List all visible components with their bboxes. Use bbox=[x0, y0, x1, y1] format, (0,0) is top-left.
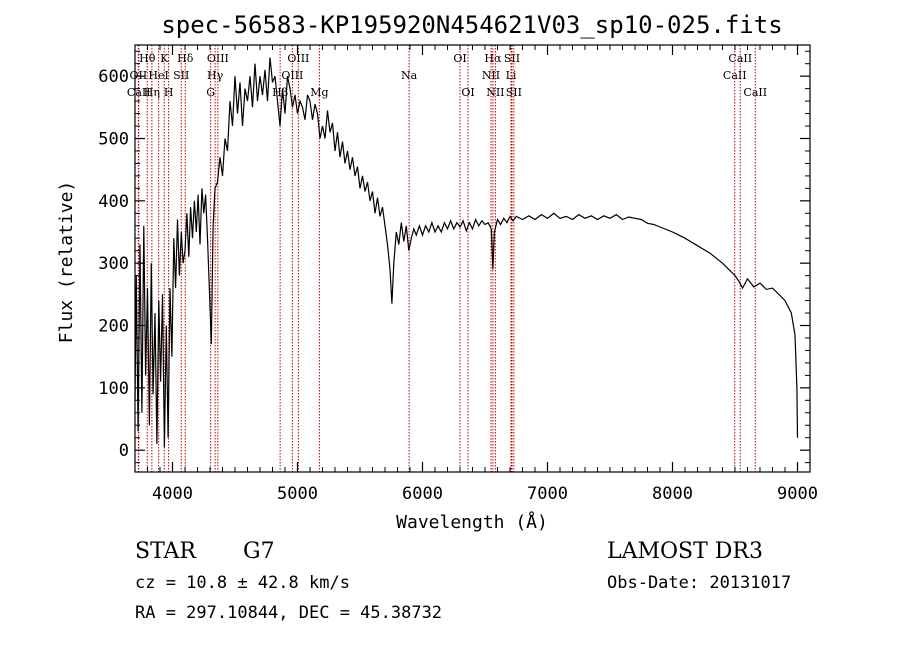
line-marker-label: OI bbox=[453, 52, 466, 65]
x-tick-label: 5000 bbox=[277, 484, 318, 504]
line-marker-label: OIII bbox=[207, 52, 229, 65]
redshift-velocity: cz = 10.8 ± 42.8 km/s bbox=[135, 573, 350, 593]
line-marker-label: K bbox=[160, 52, 169, 65]
line-marker-label: OIII bbox=[281, 69, 303, 82]
line-marker-label: Hγ bbox=[207, 69, 224, 82]
line-marker-label: G bbox=[206, 86, 215, 99]
line-marker-label: Mg bbox=[310, 86, 328, 99]
line-marker-label: CaII bbox=[723, 69, 747, 82]
line-marker-label: CaII bbox=[728, 52, 752, 65]
y-tick-label: 600 bbox=[98, 67, 129, 87]
line-marker-label: SII bbox=[504, 52, 520, 65]
line-marker-label: CaII bbox=[743, 86, 767, 99]
plot-frame bbox=[134, 44, 811, 473]
line-marker-label: OI bbox=[461, 86, 474, 99]
line-marker-label: NII bbox=[486, 86, 504, 99]
line-marker-label: Li bbox=[506, 69, 517, 82]
y-tick-label: 0 bbox=[119, 441, 129, 461]
x-tick-label: 6000 bbox=[402, 484, 443, 504]
axis-ticks: 4000 5000 6000 7000 8000 9000 0 100 200 300 400 500… bbox=[98, 45, 818, 504]
emission-line-markers: HθOIICaIIKHeIHηSIIHδHOIIIHγGOIIIOIIIHβMg… bbox=[127, 45, 767, 472]
object-subclass: G7 bbox=[243, 539, 275, 564]
line-marker-label: Na bbox=[401, 69, 418, 82]
line-marker-label: SII bbox=[173, 69, 189, 82]
line-marker-label: H bbox=[164, 86, 174, 99]
line-marker-label: HeI bbox=[148, 69, 168, 82]
line-marker-label: Hη bbox=[144, 86, 160, 99]
line-marker-label: SII bbox=[506, 86, 522, 99]
survey-name: LAMOST DR3 bbox=[607, 539, 763, 564]
line-marker-label: NII bbox=[482, 69, 500, 82]
y-axis-label: Flux (relative) bbox=[56, 181, 77, 344]
line-marker-label: CaII bbox=[127, 86, 151, 99]
y-tick-label: 100 bbox=[98, 379, 129, 399]
x-tick-label: 7000 bbox=[527, 484, 568, 504]
x-axis-label: Wavelength (Å) bbox=[396, 511, 548, 533]
line-marker-label: Hα bbox=[484, 52, 502, 65]
y-tick-label: 500 bbox=[98, 130, 129, 150]
y-tick-label: 300 bbox=[98, 254, 129, 274]
line-marker-label: Hθ bbox=[139, 52, 156, 65]
sky-coordinates: RA = 297.10844, DEC = 45.38732 bbox=[135, 603, 443, 623]
x-tick-label: 9000 bbox=[777, 484, 818, 504]
object-class: STAR bbox=[135, 539, 196, 564]
observation-date: Obs-Date: 20131017 bbox=[607, 573, 792, 593]
chart-title: spec-56583-KP195920N454621V03_sp10-025.f… bbox=[161, 11, 782, 39]
y-tick-label: 200 bbox=[98, 317, 129, 337]
y-tick-label: 400 bbox=[98, 192, 129, 212]
spectrum-line bbox=[134, 57, 799, 448]
line-marker-label: OIII bbox=[287, 52, 309, 65]
line-marker-label: Hδ bbox=[177, 52, 194, 65]
x-tick-label: 8000 bbox=[652, 484, 693, 504]
x-tick-label: 4000 bbox=[152, 484, 193, 504]
